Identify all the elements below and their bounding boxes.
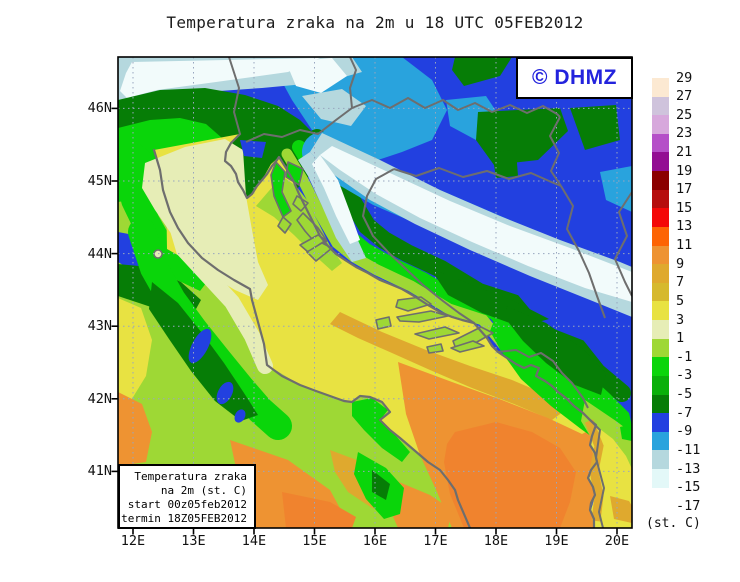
colorbar-swatch bbox=[652, 96, 669, 116]
colorbar-swatch bbox=[652, 226, 669, 247]
colorbar-swatch bbox=[652, 282, 669, 303]
info-line-1: Temperatura zraka bbox=[134, 470, 247, 483]
lat-tick-label: 45N bbox=[87, 173, 112, 189]
colorbar-tick-label: 3 bbox=[676, 311, 685, 328]
temperature-field bbox=[118, 57, 632, 528]
colorbar-swatch bbox=[652, 78, 669, 98]
lat-tick-label: 43N bbox=[87, 318, 112, 335]
colorbar-swatch bbox=[652, 171, 669, 191]
colorbar-tick-label: 1 bbox=[676, 330, 685, 347]
colorbar-tick-label: -1 bbox=[676, 348, 693, 365]
lon-tick-label: 14E bbox=[241, 533, 267, 549]
colorbar-tick-label: -9 bbox=[676, 423, 693, 440]
colorbar-swatch bbox=[652, 115, 669, 135]
lon-tick-label: 17E bbox=[423, 533, 448, 549]
lon-tick-label: 13E bbox=[181, 533, 206, 549]
colorbar-swatch bbox=[652, 245, 669, 265]
lon-tick-label: 19E bbox=[544, 533, 569, 549]
info-line-4: termin 18Z05FEB2012 bbox=[121, 512, 247, 525]
dhmz-logo-text: © DHMZ bbox=[532, 66, 617, 89]
colorbar-swatch bbox=[652, 375, 669, 396]
colorbar-tick-label: 23 bbox=[676, 125, 693, 142]
islands bbox=[270, 161, 494, 354]
colorbar-swatch bbox=[652, 469, 669, 489]
colorbar-tick-label: -13 bbox=[676, 460, 701, 477]
colorbar-tick-label: 11 bbox=[676, 237, 693, 254]
figure-title: Temperatura zraka na 2m u 18 UTC 05FEB20… bbox=[166, 13, 584, 32]
lon-tick-label: 15E bbox=[302, 533, 327, 549]
colorbar-tick-label: 9 bbox=[676, 255, 685, 272]
lon-tick-label: 16E bbox=[362, 533, 388, 549]
colorbar-unit: (st. C) bbox=[646, 516, 701, 531]
colorbar-tick-label: 5 bbox=[676, 292, 685, 309]
colorbar-tick-label: -3 bbox=[676, 367, 693, 384]
colorbar-tick-label: -17 bbox=[676, 497, 701, 514]
colorbar-tick-label: 19 bbox=[676, 162, 693, 179]
colorbar-swatch bbox=[652, 301, 669, 321]
colorbar-tick-label: -7 bbox=[676, 404, 693, 421]
colorbar-swatch bbox=[652, 133, 669, 154]
info-line-2: na 2m (st. C) bbox=[160, 484, 247, 497]
colorbar-swatch bbox=[652, 431, 669, 451]
coastlines bbox=[152, 132, 599, 528]
colorbar-tick-label: 27 bbox=[676, 88, 693, 105]
country-borders bbox=[228, 57, 632, 528]
colorbar-tick-label: -15 bbox=[676, 479, 701, 496]
colorbar-swatch bbox=[652, 413, 669, 433]
colorbar-swatch bbox=[652, 357, 669, 377]
colorbar-swatch bbox=[652, 450, 669, 470]
lon-tick-label: 18E bbox=[483, 533, 509, 549]
lat-tick-label: 41N bbox=[87, 463, 112, 480]
lon-tick-label: 20E bbox=[604, 533, 630, 549]
colorbar-swatch bbox=[652, 208, 669, 228]
colorbar-swatch bbox=[652, 189, 669, 209]
colorbar-swatch bbox=[652, 320, 669, 340]
colorbar-swatch bbox=[652, 152, 669, 172]
grid-lines bbox=[118, 57, 632, 528]
colorbar-swatch bbox=[652, 487, 669, 507]
colorbar-tick-label: 17 bbox=[676, 181, 693, 198]
colorbar-swatch bbox=[652, 264, 669, 284]
colorbar-tick-label: 7 bbox=[676, 274, 685, 291]
colorbar-swatch bbox=[652, 338, 669, 358]
info-box: Temperatura zraka na 2m (st. C) start 00… bbox=[118, 464, 256, 529]
colorbar-tick-label: 25 bbox=[676, 106, 693, 123]
colorbar-swatch bbox=[652, 394, 669, 414]
colorbar-tick-label: 21 bbox=[676, 143, 693, 160]
colorbar-tick-label: 15 bbox=[676, 199, 693, 216]
info-line-3: start 00z05feb2012 bbox=[127, 498, 247, 511]
dhmz-logo: © DHMZ bbox=[516, 57, 633, 99]
lat-tick-label: 42N bbox=[87, 390, 112, 407]
colorbar: 29 27 25 23 21 19 17 15 13 11 9 7 5 3 1 -1 -3 -5 -7 -9 -11 -1… bbox=[652, 70, 732, 538]
colorbar-tick-label: 13 bbox=[676, 218, 693, 235]
colorbar-tick-label: -11 bbox=[676, 441, 701, 458]
axis-ticks bbox=[111, 107, 618, 535]
lat-tick-label: 46N bbox=[87, 100, 112, 117]
lat-tick-label: 44N bbox=[87, 245, 112, 262]
lon-tick-label: 12E bbox=[120, 533, 146, 549]
colorbar-tick-label: -5 bbox=[676, 386, 693, 403]
colorbar-tick-label: 29 bbox=[676, 69, 693, 86]
